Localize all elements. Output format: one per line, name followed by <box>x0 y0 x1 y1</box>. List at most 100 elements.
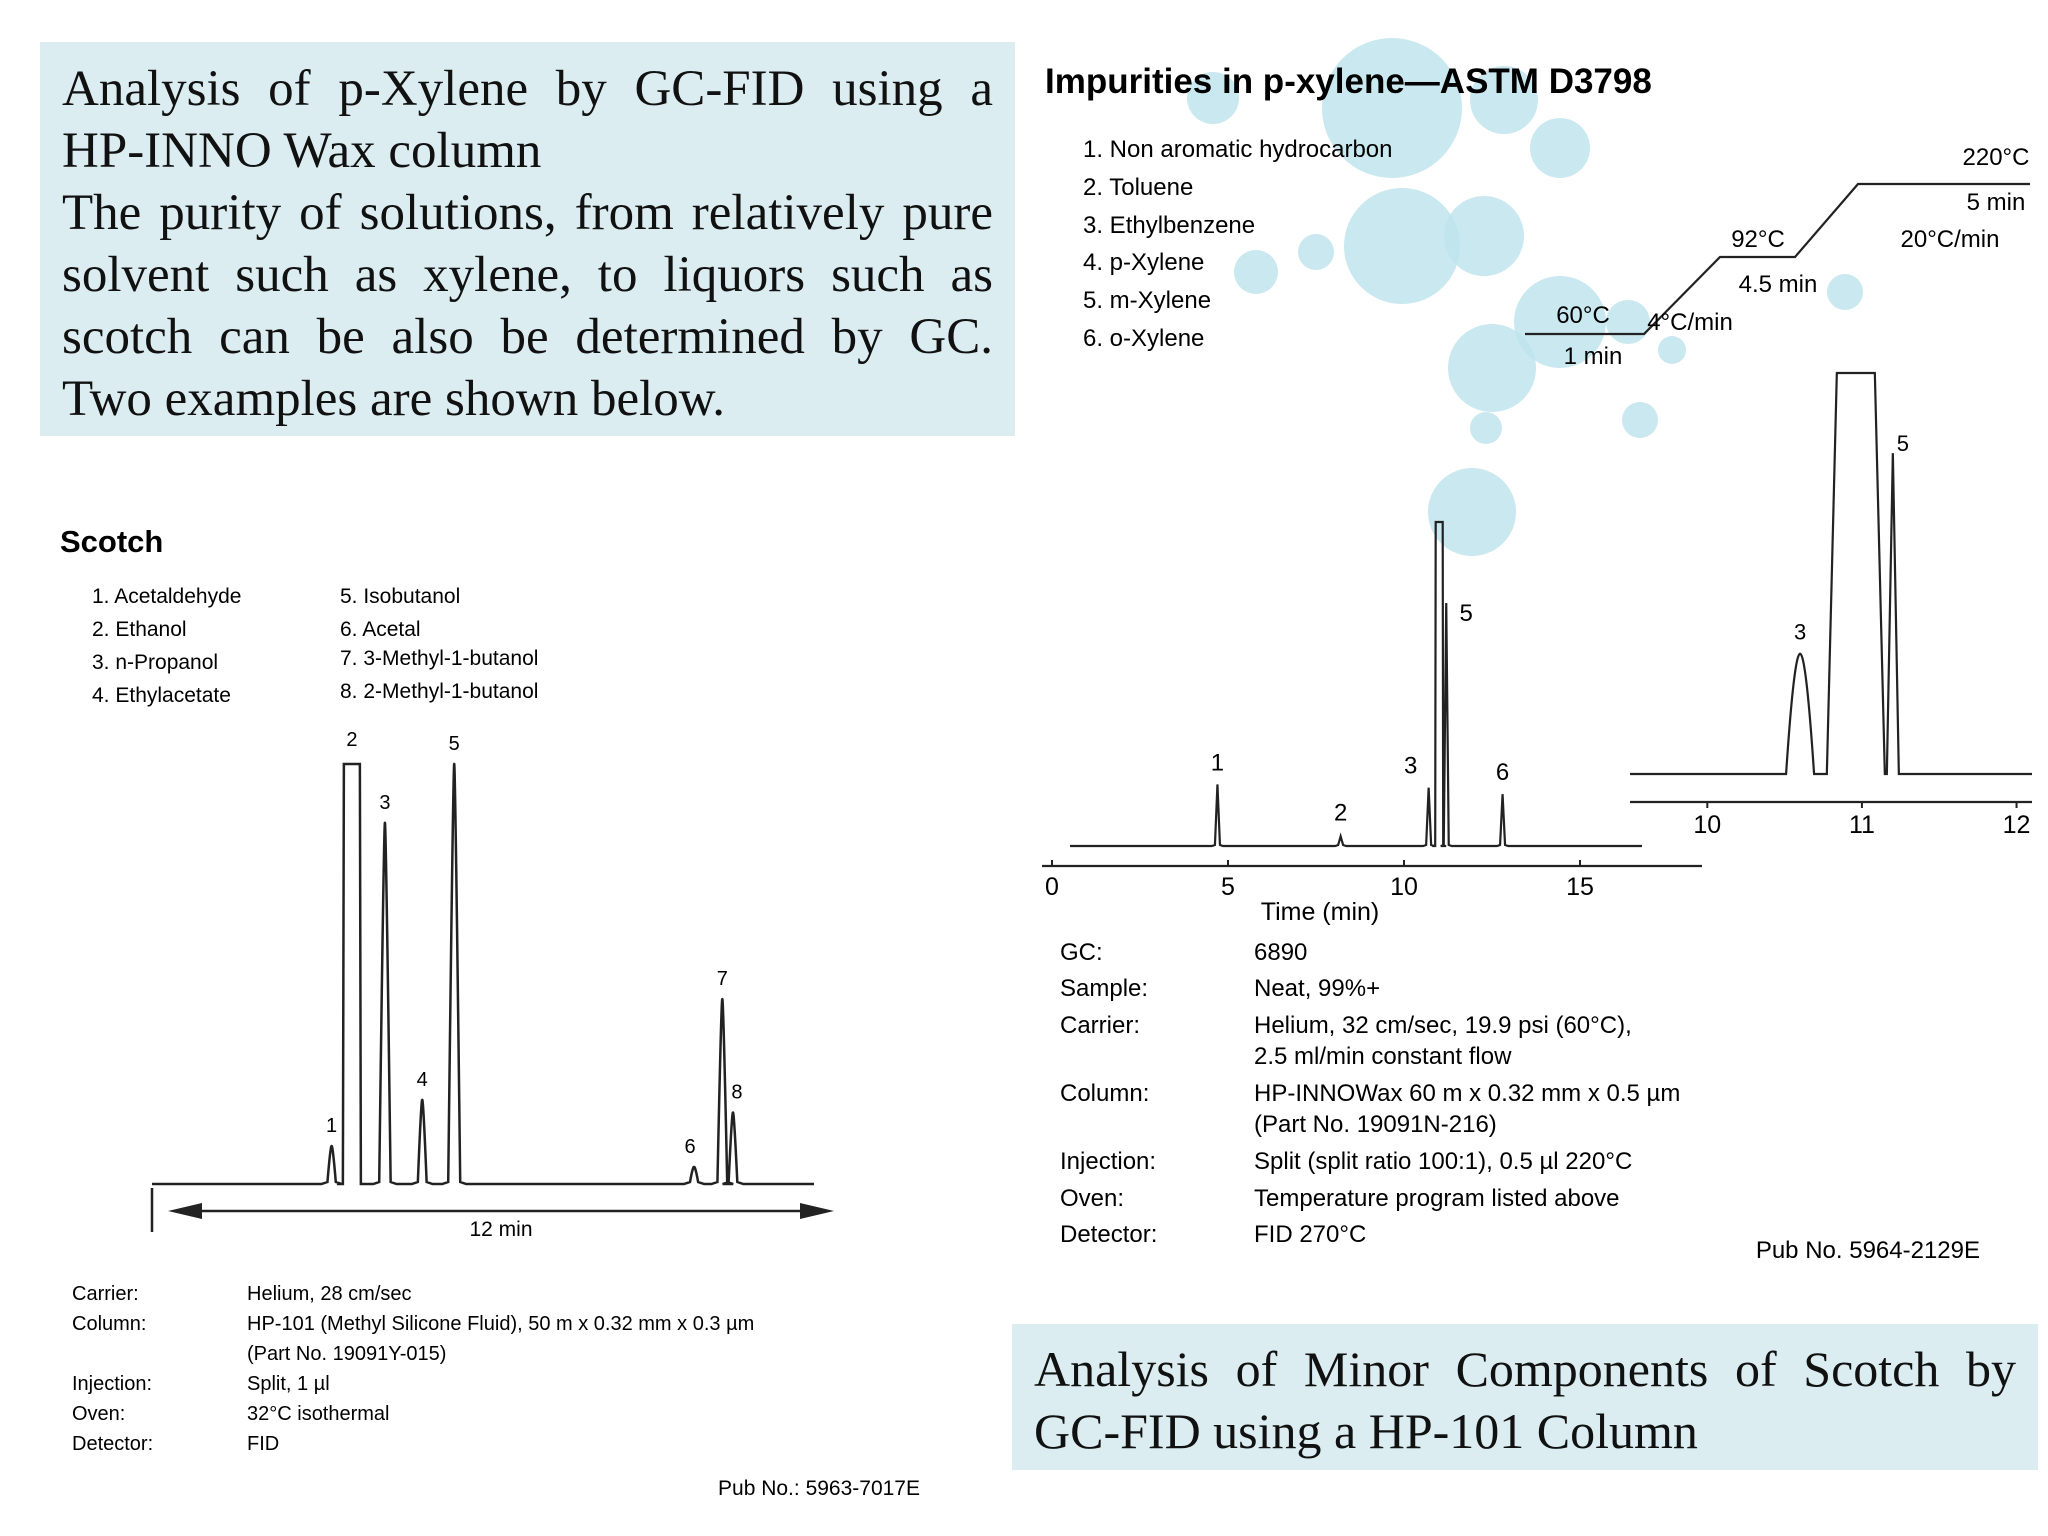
p-xylene-condition-value-9: FID 270°C <box>1254 1221 1366 1248</box>
bubble-6 <box>1344 188 1460 304</box>
scotch-arrow-right-head <box>800 1203 834 1219</box>
p-xylene-inset-tick-label-10: 10 <box>1693 811 1721 839</box>
scotch-condition-key-6: Detector: <box>72 1433 153 1455</box>
intro-title: Analysis of p-Xylene by GC-FID using a H… <box>62 61 993 179</box>
scotch-caption-box: Analysis of Minor Components of Scotch b… <box>1012 1324 2038 1470</box>
temperature-program-labels: 60°C 1 min 4°C/min 92°C 4.5 min 20°C/min 220°C… <box>1556 144 2029 370</box>
bubble-8 <box>1234 250 1278 294</box>
scotch-arrow-left-head <box>168 1203 202 1219</box>
p-xylene-component-5: 5. m-Xylene <box>1083 287 1211 314</box>
p-xylene-condition-value-1: 6890 <box>1254 939 1307 966</box>
scotch-peak-label-6: 6 <box>684 1136 695 1158</box>
bubble-13 <box>1428 468 1516 556</box>
temperature-label-7: 220°C <box>1963 144 2030 171</box>
p-xylene-x-axis-label: Time (min) <box>1261 898 1380 926</box>
temperature-label-8: 5 min <box>1967 189 2026 216</box>
p-xylene-condition-value-6: (Part No. 19091N-216) <box>1254 1111 1497 1138</box>
bubble-9 <box>1448 324 1536 412</box>
scotch-peak-label-8: 8 <box>731 1082 742 1104</box>
bubble-15 <box>1470 412 1502 444</box>
p-xylene-component-6: 6. o-Xylene <box>1083 325 1204 352</box>
scotch-component-3: 3. n-Propanol <box>92 651 218 674</box>
bubble-14 <box>1622 402 1658 438</box>
p-xylene-title: Impurities in p-xylene—ASTM D3798 <box>1045 62 1652 101</box>
scotch-condition-value-5: 32°C isothermal <box>247 1403 390 1425</box>
p-xylene-tick-label-15: 15 <box>1566 873 1594 901</box>
temperature-program <box>1525 182 2030 336</box>
scotch-component-8: 8. 2-Methyl-1-butanol <box>340 680 538 703</box>
temperature-label-6: 20°C/min <box>1901 226 2000 253</box>
scotch-component-4: 4. Ethylacetate <box>92 684 231 707</box>
scotch-component-5: 5. Isobutanol <box>340 585 460 608</box>
p-xylene-peak-label-1: 1 <box>1211 749 1224 776</box>
temperature-label-2: 1 min <box>1564 343 1623 370</box>
p-xylene-tick-label-0: 0 <box>1045 873 1059 901</box>
scotch-condition-value-6: FID <box>247 1433 279 1455</box>
p-xylene-inset-tick-label-11: 11 <box>1849 811 1875 839</box>
scotch-component-7: 7. 3-Methyl-1-butanol <box>340 647 538 670</box>
p-xylene-peak-label-6: 6 <box>1496 759 1509 786</box>
p-xylene-inset-peak-labels: 35 <box>1794 431 1909 645</box>
p-xylene-inset-peak-label-3: 3 <box>1794 620 1806 645</box>
p-xylene-condition-key-3: Carrier: <box>1060 1012 1140 1039</box>
scotch-condition-value-3: (Part No. 19091Y-015) <box>247 1343 446 1365</box>
p-xylene-component-1: 1. Non aromatic hydrocarbon <box>1083 136 1393 163</box>
scotch-time-label: 12 min <box>469 1218 532 1241</box>
p-xylene-condition-key-9: Detector: <box>1060 1221 1157 1248</box>
scotch-chromatogram: Scotch 1. Acetaldehyde 2. Ethanol 3. n-Pro… <box>60 524 920 1500</box>
p-xylene-condition-value-2: Neat, 99%+ <box>1254 975 1380 1002</box>
p-xylene-component-4: 4. p-Xylene <box>1083 249 1204 276</box>
temperature-label-3: 4°C/min <box>1647 309 1733 336</box>
temperature-label-4: 92°C <box>1731 226 1785 253</box>
p-xylene-condition-value-5: HP-INNOWax 60 m x 0.32 mm x 0.5 µm <box>1254 1080 1680 1107</box>
bubble-12 <box>1827 274 1863 310</box>
p-xylene-component-3: 3. Ethylbenzene <box>1083 212 1255 239</box>
p-xylene-tick-label-5: 5 <box>1221 873 1235 901</box>
p-xylene-peak-label-5: 5 <box>1460 600 1473 627</box>
scotch-peak-labels: 1 2 3 4 5 6 7 8 <box>326 729 742 1158</box>
scotch-component-6: 6. Acetal <box>340 618 421 641</box>
p-xylene-peak-label-2: 2 <box>1334 799 1347 826</box>
scotch-trace <box>152 762 814 1186</box>
temperature-program-line <box>1525 182 2030 336</box>
scotch-condition-value-1: Helium, 28 cm/sec <box>247 1283 412 1305</box>
scotch-conditions: Carrier: Helium, 28 cm/sec Column: HP-101 (… <box>72 1283 754 1455</box>
bubble-3 <box>1470 66 1538 134</box>
scotch-component-2: 2. Ethanol <box>92 618 187 641</box>
scotch-condition-value-4: Split, 1 µl <box>247 1373 330 1395</box>
p-xylene-peak-labels: 1 2 3 5 6 <box>1211 600 1509 826</box>
bubble-5 <box>1444 196 1524 276</box>
p-xylene-condition-value-3: Helium, 32 cm/sec, 19.9 psi (60°C), <box>1254 1012 1632 1039</box>
scotch-trace-group <box>152 762 814 1186</box>
scotch-peak-label-2: 2 <box>346 729 357 751</box>
bubble-7 <box>1298 234 1334 270</box>
scotch-condition-value-2: HP-101 (Methyl Silicone Fluid), 50 m x 0… <box>247 1313 754 1335</box>
intro-body: The purity of solutions, from relatively… <box>62 185 993 427</box>
scotch-peak-label-4: 4 <box>417 1069 428 1091</box>
p-xylene-condition-value-4: 2.5 ml/min constant flow <box>1254 1043 1512 1070</box>
scotch-component-1: 1. Acetaldehyde <box>92 585 241 608</box>
p-xylene-inset-tick-label-12: 12 <box>2003 811 2031 839</box>
scotch-condition-key-4: Injection: <box>72 1373 152 1395</box>
bubble-10 <box>1514 276 1606 368</box>
scotch-peak-label-7: 7 <box>717 968 728 990</box>
scotch-pub-number: Pub No.: 5963-7017E <box>718 1477 920 1500</box>
p-xylene-x-ticks: 0 5 10 15 <box>1045 860 1594 901</box>
scotch-title: Scotch <box>60 524 163 559</box>
scotch-peak-label-5: 5 <box>449 733 460 755</box>
p-xylene-condition-key-7: Injection: <box>1060 1148 1156 1175</box>
p-xylene-component-list: 1. Non aromatic hydrocarbon 2. Toluene 3. … <box>1083 136 1393 352</box>
bubble-16 <box>1658 336 1686 364</box>
p-xylene-component-2: 2. Toluene <box>1083 174 1193 201</box>
scotch-peak-label-3: 3 <box>379 792 390 814</box>
p-xylene-condition-key-2: Sample: <box>1060 975 1148 1002</box>
scotch-component-list: 1. Acetaldehyde 2. Ethanol 3. n-Propanol 4.… <box>92 585 538 707</box>
scotch-condition-key-1: Carrier: <box>72 1283 139 1305</box>
bubble-1 <box>1187 72 1239 124</box>
p-xylene-chromatogram: Impurities in p-xylene—ASTM D3798 1. Non… <box>1042 62 2032 1264</box>
p-xylene-condition-value-8: Temperature program listed above <box>1254 1185 1620 1212</box>
p-xylene-inset-peak-label-5: 5 <box>1897 431 1909 456</box>
p-xylene-tick-label-10: 10 <box>1390 873 1418 901</box>
p-xylene-inset-trace <box>1630 371 2032 776</box>
